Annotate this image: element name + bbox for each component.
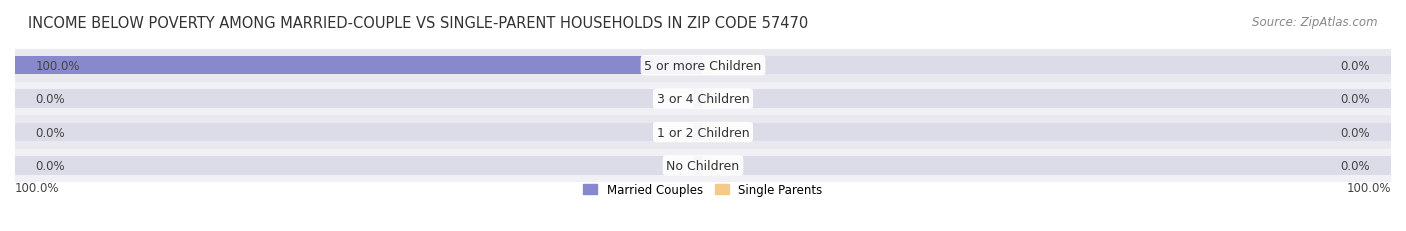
Legend: Married Couples, Single Parents: Married Couples, Single Parents bbox=[579, 178, 827, 201]
Text: 100.0%: 100.0% bbox=[35, 59, 80, 72]
Bar bbox=[693, 123, 703, 142]
Text: 0.0%: 0.0% bbox=[35, 126, 65, 139]
Bar bbox=[15, 123, 703, 142]
Bar bbox=[693, 90, 703, 108]
Bar bbox=[15, 90, 703, 108]
Text: 0.0%: 0.0% bbox=[35, 93, 65, 106]
Bar bbox=[703, 57, 1391, 75]
Bar bbox=[703, 57, 713, 75]
Bar bbox=[693, 157, 703, 175]
Text: 1 or 2 Children: 1 or 2 Children bbox=[657, 126, 749, 139]
Text: No Children: No Children bbox=[666, 159, 740, 172]
Text: 5 or more Children: 5 or more Children bbox=[644, 59, 762, 72]
Text: 0.0%: 0.0% bbox=[1341, 159, 1371, 172]
Bar bbox=[15, 57, 703, 75]
Text: 0.0%: 0.0% bbox=[1341, 126, 1371, 139]
Bar bbox=[703, 90, 713, 108]
Text: 0.0%: 0.0% bbox=[1341, 59, 1371, 72]
Bar bbox=[15, 116, 1391, 149]
Bar bbox=[703, 157, 713, 175]
Text: 0.0%: 0.0% bbox=[35, 159, 65, 172]
Text: 0.0%: 0.0% bbox=[1341, 93, 1371, 106]
Text: 100.0%: 100.0% bbox=[15, 181, 59, 194]
Bar bbox=[703, 123, 713, 142]
Text: 100.0%: 100.0% bbox=[1347, 181, 1391, 194]
Text: Source: ZipAtlas.com: Source: ZipAtlas.com bbox=[1253, 16, 1378, 29]
Text: 3 or 4 Children: 3 or 4 Children bbox=[657, 93, 749, 106]
Bar bbox=[15, 49, 1391, 82]
Bar bbox=[15, 149, 1391, 182]
Bar bbox=[703, 123, 1391, 142]
Text: INCOME BELOW POVERTY AMONG MARRIED-COUPLE VS SINGLE-PARENT HOUSEHOLDS IN ZIP COD: INCOME BELOW POVERTY AMONG MARRIED-COUPL… bbox=[28, 16, 808, 31]
Bar bbox=[703, 157, 1391, 175]
Bar bbox=[15, 157, 703, 175]
Bar bbox=[15, 82, 1391, 116]
Bar bbox=[15, 57, 703, 75]
Bar bbox=[703, 90, 1391, 108]
